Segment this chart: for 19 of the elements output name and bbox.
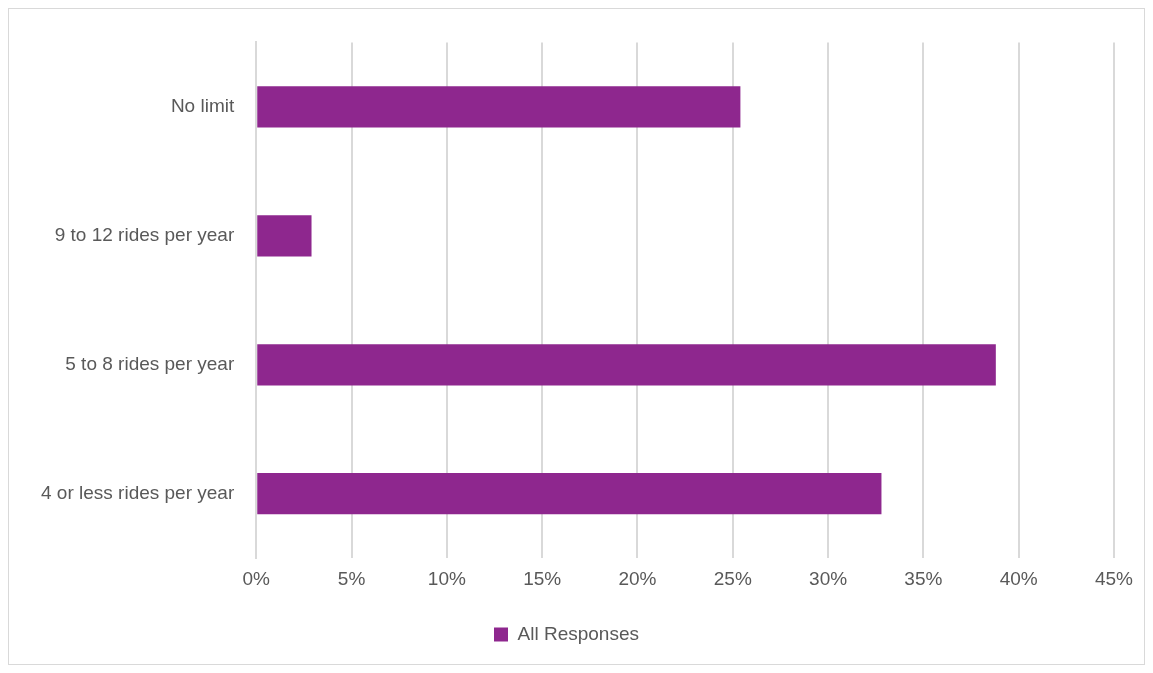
- y-tick-label: 5 to 8 rides per year: [65, 353, 235, 375]
- bar: [257, 86, 741, 128]
- legend-label: All Responses: [517, 622, 639, 644]
- bar: [257, 473, 882, 515]
- x-tick-label: 0%: [242, 567, 271, 589]
- bar: [257, 215, 312, 257]
- x-tick-label: 45%: [1094, 567, 1134, 589]
- x-tick-label: 30%: [809, 567, 848, 589]
- bar: [257, 344, 996, 386]
- y-tick-label: No limit: [170, 95, 235, 117]
- x-tick-label: 40%: [999, 567, 1038, 589]
- x-tick-label: 5%: [337, 567, 366, 589]
- x-tick-label: 15%: [523, 567, 562, 589]
- y-tick-label: 9 to 12 rides per year: [54, 224, 235, 246]
- x-tick-label: 25%: [713, 567, 752, 589]
- x-tick-label: 35%: [904, 567, 943, 589]
- x-tick-label: 10%: [427, 567, 466, 589]
- x-tick-label: 20%: [618, 567, 657, 589]
- y-tick-label: 4 or less rides per year: [41, 481, 235, 503]
